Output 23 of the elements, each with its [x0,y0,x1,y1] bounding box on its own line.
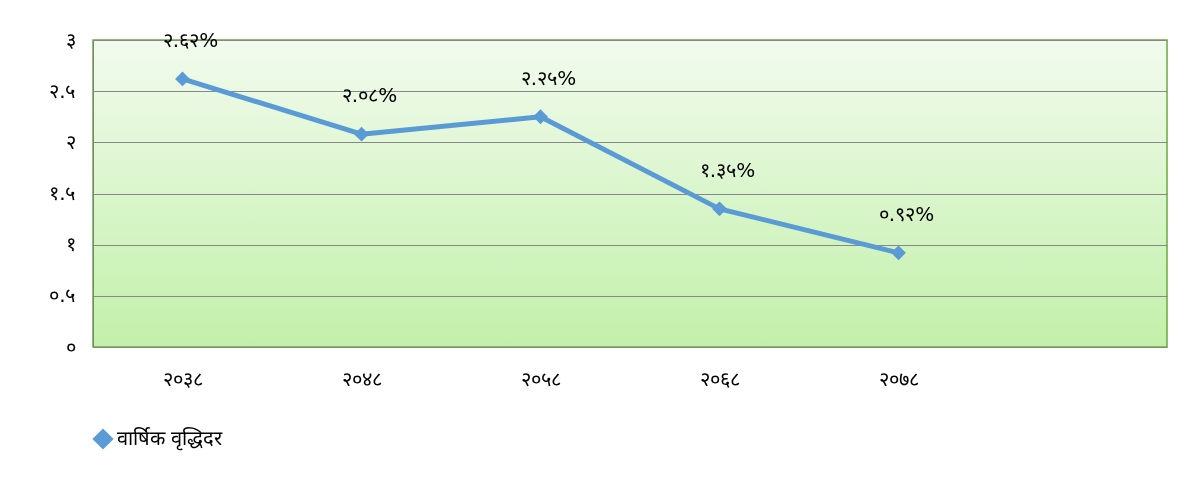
x-tick-label: २०३८ [163,366,203,391]
data-label: ०.९२% [878,201,935,226]
data-label: १.३५% [699,157,756,182]
data-label: २.६२% [162,27,219,52]
y-tick-label: ३ [65,27,76,52]
y-tick-label: २.५ [49,78,76,103]
point [712,201,727,217]
y-tick-label: ० [65,334,76,359]
point [175,71,190,87]
data-label: २.२५% [520,65,577,90]
point [891,245,906,261]
y-tick-label: १.५ [49,181,76,205]
y-tick-label: ०.५ [49,283,76,308]
y-tick-label: १ [65,232,76,257]
x-tick-label: २०५८ [521,366,561,391]
data-label: २.०८% [341,83,398,108]
legend-label: वार्षिक वृद्धिदर [117,426,224,451]
x-tick-label: २०६८ [700,366,740,391]
x-tick-label: २०४८ [342,366,382,391]
x-tick-label: २०७८ [879,366,919,391]
point [354,126,369,142]
y-tick-label: २ [65,129,76,154]
point [533,109,548,125]
